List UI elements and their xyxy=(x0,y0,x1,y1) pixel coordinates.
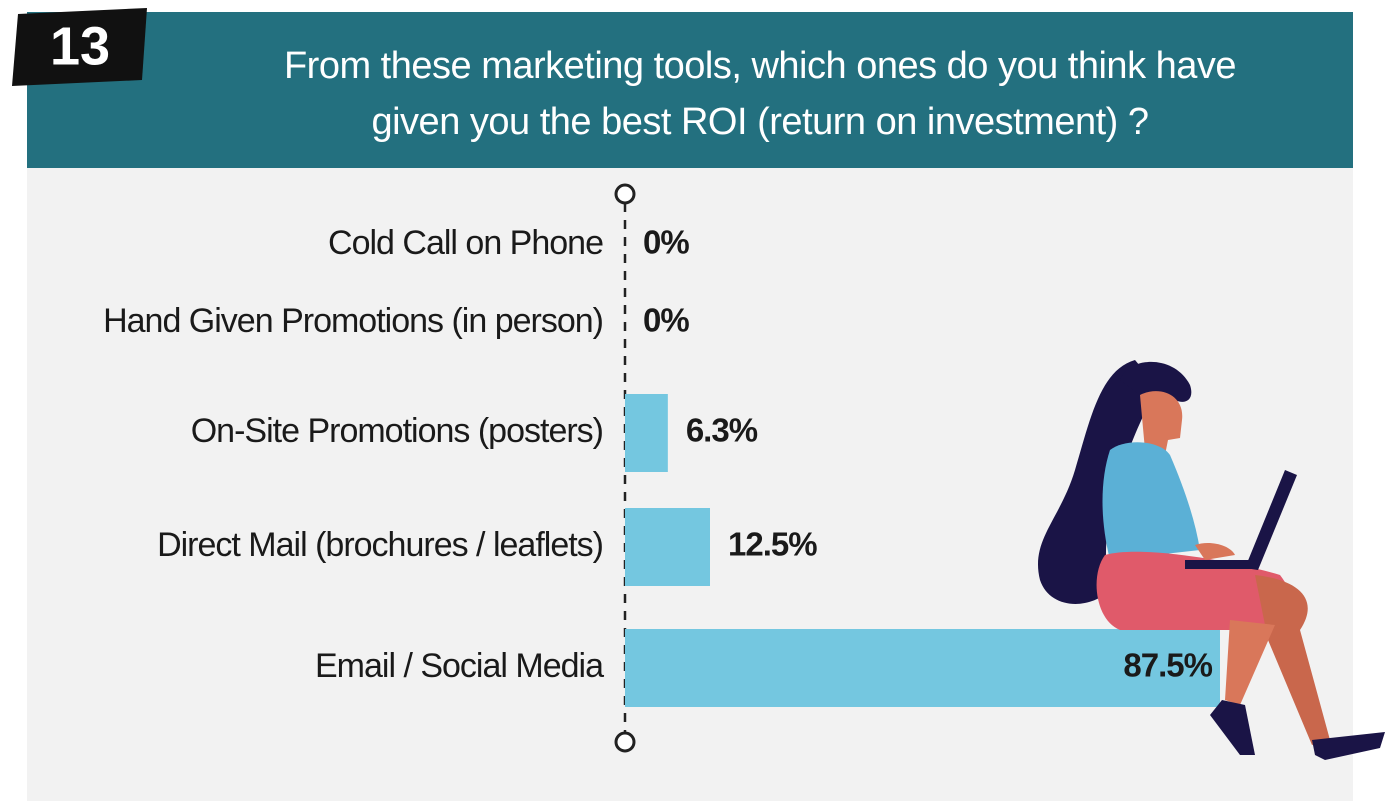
bar xyxy=(625,508,710,586)
category-label: Hand Given Promotions (in person) xyxy=(103,302,603,340)
axis-cap xyxy=(614,731,636,753)
bars: Cold Call on Phone 0% Hand Given Promotion… xyxy=(103,224,1220,707)
value-label: 6.3% xyxy=(686,412,758,449)
bar xyxy=(625,629,1220,707)
illustration xyxy=(1038,360,1385,760)
chart-title: From these marketing tools, which ones d… xyxy=(283,45,1237,143)
value-label: 0% xyxy=(643,224,689,261)
value-label: 87.5% xyxy=(1123,647,1212,684)
badge-number: 13 xyxy=(50,16,110,76)
category-label: Cold Call on Phone xyxy=(328,224,603,262)
value-label: 12.5% xyxy=(728,526,817,563)
axis-cap xyxy=(614,183,636,205)
category-label: Email / Social Media xyxy=(315,647,604,685)
category-label: Direct Mail (brochures / leaflets) xyxy=(157,526,603,564)
category-label: On-Site Promotions (posters) xyxy=(191,412,603,450)
badge-shape xyxy=(12,8,147,86)
bar xyxy=(625,394,668,472)
value-label: 0% xyxy=(643,302,689,339)
header-band xyxy=(27,12,1353,168)
